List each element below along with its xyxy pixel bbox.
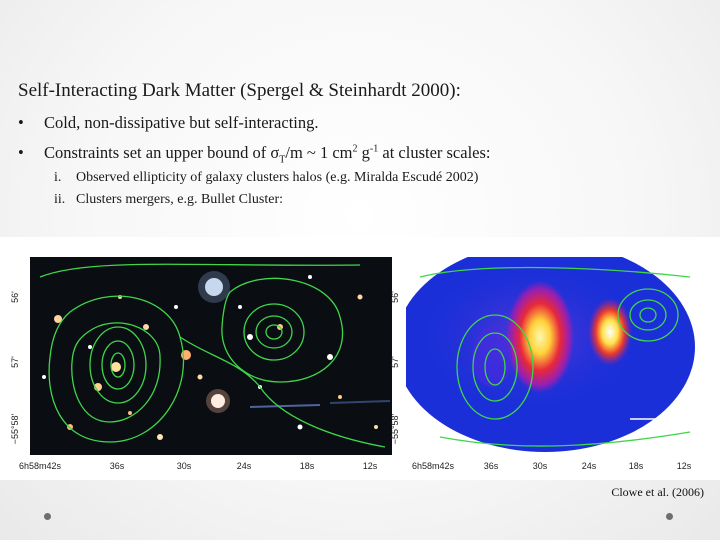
bullet-list: • Cold, non-dissipative but self-interac… [18, 112, 708, 172]
xray-x-tick-5: 18s [629, 461, 644, 471]
sub-item-text: Observed ellipticity of galaxy clusters … [76, 170, 479, 185]
bullet-text-1: Cold, non-dissipative but self-interacti… [44, 113, 319, 132]
xray-y-tick-3: −55°58' [390, 413, 400, 444]
bullet-text-2-mid: /m ~ 1 cm [285, 143, 353, 162]
bullet-marker: • [18, 143, 24, 162]
optical-axes: 56' 57' −55°58' 6h58m42s 36s 30s 24s 18s… [10, 291, 378, 471]
sub-item-text: Clusters mergers, e.g. Bullet Cluster: [76, 192, 283, 207]
bullet-text-2-mid2: g [357, 143, 370, 162]
sub-item-1: i. Observed ellipticity of galaxy cluste… [54, 167, 694, 189]
xray-x-tick-4: 24s [582, 461, 597, 471]
xray-y-tick-1: 56' [390, 291, 400, 303]
decorative-dot-right [666, 513, 673, 520]
optical-x-tick-2: 36s [110, 461, 125, 471]
xray-x-tick-6: 12s [677, 461, 692, 471]
slide-title: Self-Interacting Dark Matter (Spergel & … [18, 80, 461, 101]
xray-y-tick-2: 57' [390, 356, 400, 368]
g-exponent: -1 [369, 143, 379, 155]
xray-axes: 56' 57' −55°58' 6h58m42s 36s 30s 24s 18s… [390, 291, 692, 471]
optical-x-tick-3: 30s [177, 461, 192, 471]
optical-x-tick-6: 12s [363, 461, 378, 471]
bullet-marker: • [18, 113, 24, 132]
bullet-text-2-pre: Constraints set an upper bound of σ [44, 143, 280, 162]
optical-panel [30, 257, 392, 455]
bullet-item-1: • Cold, non-dissipative but self-interac… [18, 112, 708, 142]
sub-item-2: ii. Clusters mergers, e.g. Bullet Cluste… [54, 189, 694, 211]
image-credit: Clowe et al. (2006) [611, 485, 704, 499]
sub-item-number: i. [54, 170, 62, 185]
xray-hot-gas-main [506, 281, 574, 393]
optical-x-tick-1: 6h58m42s [19, 461, 62, 471]
xray-x-tick-2: 36s [484, 461, 499, 471]
sigma-subscript: T [279, 154, 286, 166]
optical-y-tick-2: 57' [10, 356, 20, 368]
sub-item-number: ii. [54, 192, 66, 207]
optical-contours [39, 263, 386, 448]
optical-y-tick-1: 56' [10, 291, 20, 303]
xray-contours [419, 266, 691, 447]
xray-x-tick-1: 6h58m42s [412, 461, 455, 471]
optical-y-tick-3: −55°58' [10, 413, 20, 444]
optical-x-tick-5: 18s [300, 461, 315, 471]
bullet-text-2-post: at cluster scales: [378, 143, 491, 162]
xray-panel [406, 257, 696, 455]
bullet-item-2: • Constraints set an upper bound of σT/m… [18, 142, 708, 172]
cm-exponent: 2 [352, 143, 358, 155]
xray-bullet-shock [588, 298, 632, 366]
decorative-dot-left [44, 513, 51, 520]
xray-x-tick-3: 30s [533, 461, 548, 471]
figure-svg: 56' 57' −55°58' 6h58m42s 36s 30s 24s 18s… [10, 257, 696, 471]
sub-list: i. Observed ellipticity of galaxy cluste… [54, 167, 694, 211]
bullet-cluster-figure: 56' 57' −55°58' 6h58m42s 36s 30s 24s 18s… [0, 237, 720, 480]
optical-x-tick-4: 24s [237, 461, 252, 471]
